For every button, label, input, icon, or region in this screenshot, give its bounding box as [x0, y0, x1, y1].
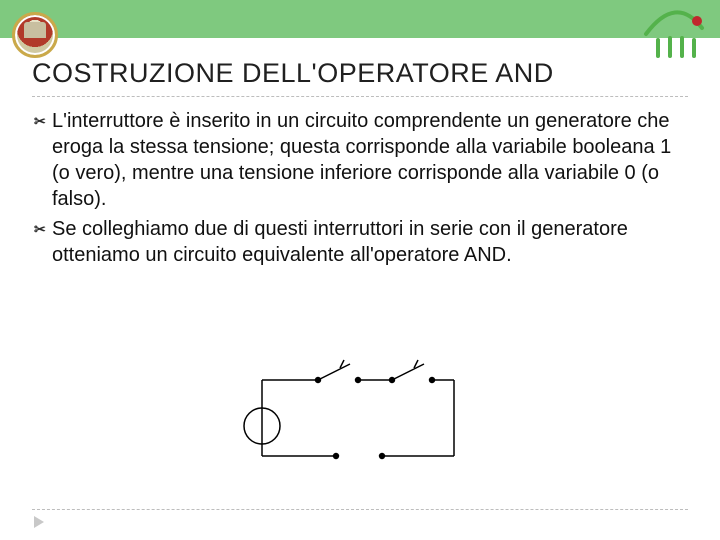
header-bar	[0, 0, 720, 38]
bullet-text: L'interruttore è inserito in un circuito…	[52, 108, 680, 212]
bullet-icon: ✂	[34, 108, 52, 134]
department-logo-icon	[640, 6, 710, 58]
divider-top	[32, 96, 688, 97]
next-page-arrow-icon	[34, 516, 44, 528]
university-crest-icon	[12, 12, 58, 58]
circuit-diagram	[232, 358, 482, 478]
bullet-icon: ✂	[34, 216, 52, 242]
bullet-item: ✂ Se colleghiamo due di questi interrutt…	[34, 216, 680, 268]
bullet-item: ✂ L'interruttore è inserito in un circui…	[34, 108, 680, 212]
body-content: ✂ L'interruttore è inserito in un circui…	[34, 108, 680, 272]
bullet-text: Se colleghiamo due di questi interruttor…	[52, 216, 680, 268]
divider-bottom	[32, 509, 688, 510]
slide-title: COSTRUZIONE DELL'OPERATORE AND	[32, 58, 554, 89]
